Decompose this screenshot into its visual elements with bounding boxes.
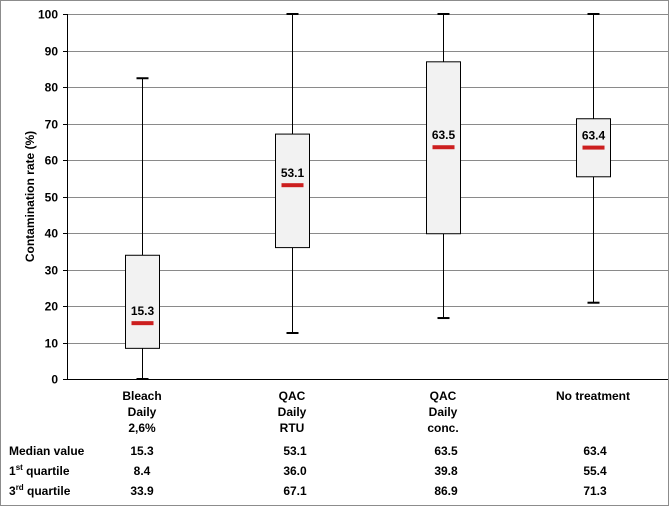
x-category-label: 2,6% [128, 421, 156, 435]
y-tick-label: 10 [45, 337, 59, 351]
y-tick-label: 100 [38, 8, 58, 22]
stats-cell: 71.3 [583, 484, 607, 498]
stats-row-label: 3rd quartile [9, 483, 71, 499]
stats-cell: 63.5 [434, 444, 458, 458]
y-tick-label: 20 [45, 300, 59, 314]
stats-cell: 39.8 [434, 464, 458, 478]
stats-row-first-quartile: 1st quartile 8.4 36.0 39.8 55.4 [0, 464, 669, 484]
y-tick-label: 60 [45, 154, 59, 168]
median-marker [131, 321, 154, 326]
median-data-label: 15.3 [131, 304, 155, 318]
stats-cell: 15.3 [130, 444, 154, 458]
x-category-label: No treatment [556, 389, 630, 403]
x-category-label: Daily [429, 405, 458, 419]
y-tick-label: 50 [45, 191, 59, 205]
x-category-label: RTU [280, 421, 305, 435]
y-tick-label: 90 [45, 45, 59, 59]
x-category-label: conc. [427, 421, 458, 435]
median-data-label: 63.4 [582, 129, 606, 143]
y-tick-label: 70 [45, 118, 59, 132]
stats-cell: 36.0 [283, 464, 307, 478]
median-marker [432, 145, 455, 150]
x-category-label: QAC [279, 389, 306, 403]
y-axis-title: Contamination rate (%) [23, 131, 37, 262]
stats-row-median: Median value 15.3 53.1 63.5 63.4 [0, 444, 669, 464]
y-tick-label: 40 [45, 227, 59, 241]
stats-row-third-quartile: 3rd quartile 33.9 67.1 86.9 71.3 [0, 484, 669, 504]
median-marker [582, 145, 605, 150]
box-plot-chart: 0 10 20 30 40 50 60 70 80 90 100 Contamination rate… [23, 8, 668, 435]
stats-cell: 86.9 [434, 484, 458, 498]
y-tick-label: 80 [45, 81, 59, 95]
x-category-label: Bleach [122, 389, 161, 403]
stats-row-label: Median value [9, 444, 85, 458]
stats-cell: 67.1 [283, 484, 307, 498]
stats-cell: 33.9 [130, 484, 154, 498]
iqr-box [125, 254, 160, 349]
y-tick-label: 30 [45, 264, 59, 278]
median-data-label: 63.5 [432, 128, 456, 142]
stats-cell: 8.4 [133, 464, 151, 478]
x-category-label: QAC [430, 389, 457, 403]
median-marker [281, 183, 304, 188]
x-category-label: Daily [278, 405, 307, 419]
median-data-label: 53.1 [281, 166, 305, 180]
stats-row-label: 1st quartile [9, 463, 70, 479]
iqr-box [275, 133, 310, 249]
stats-cell: 63.4 [583, 444, 607, 458]
stats-cell: 55.4 [583, 464, 607, 478]
x-category-label: Daily [128, 405, 157, 419]
y-tick-label: 0 [51, 373, 58, 387]
stats-cell: 53.1 [283, 444, 307, 458]
